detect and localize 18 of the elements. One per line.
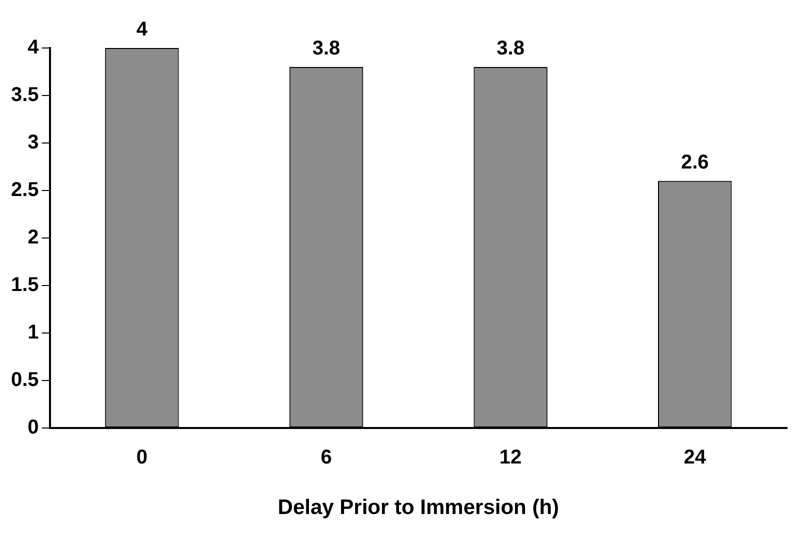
- y-tick-label: 3: [28, 131, 39, 154]
- y-tick-label: 2.5: [10, 178, 39, 201]
- x-tick-label: 12: [499, 446, 522, 468]
- x-tick-label: 6: [320, 446, 332, 468]
- x-tick-label: 0: [136, 446, 148, 468]
- y-tick-label: 4: [28, 36, 40, 59]
- x-tick-label: 24: [684, 446, 707, 468]
- data-label: 2.6: [680, 151, 709, 174]
- y-tick-label: 0.5: [10, 368, 39, 391]
- y-tick-label: 0: [28, 416, 39, 438]
- y-tick-label: 1: [28, 321, 39, 344]
- y-tick-label: 3.5: [10, 84, 39, 106]
- data-label: 3.8: [496, 38, 524, 60]
- data-label: 3.8: [312, 38, 340, 60]
- data-label: 4: [136, 18, 148, 41]
- y-tick-label: 1.5: [10, 274, 39, 296]
- y-tick-label: 2: [28, 226, 39, 248]
- x-axis-title: Delay Prior to Immersion (h): [278, 496, 560, 520]
